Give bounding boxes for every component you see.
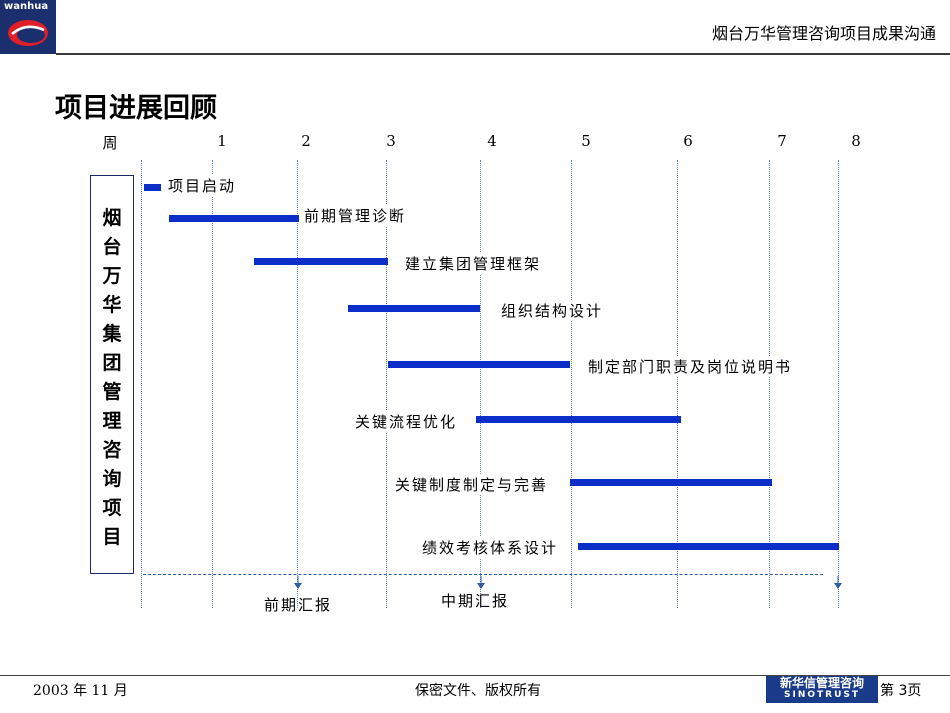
task-label-framework: 建立集团管理框架 xyxy=(403,253,544,274)
milestone-arrow-icon xyxy=(294,576,302,589)
project-name-box: 烟台万华集团管理咨询项目 xyxy=(90,175,134,574)
milestone-arrow-icon xyxy=(834,576,842,589)
gantt-bar-performance xyxy=(578,543,839,550)
header-title: 烟台万华管理咨询项目成果沟通 xyxy=(711,24,936,43)
milestone-arrow-icon xyxy=(477,576,485,589)
sinotrust-logo: 新华信管理咨询 SINOTRUST xyxy=(766,676,878,703)
week-label: 7 xyxy=(777,132,787,150)
gantt-bar-kickoff xyxy=(144,184,161,191)
footer-confidential: 保密文件、版权所有 xyxy=(415,683,541,699)
task-label-process: 关键流程优化 xyxy=(353,411,460,432)
week-gridline xyxy=(571,160,572,608)
company-logo: wanhua xyxy=(0,0,56,54)
week-label: 2 xyxy=(301,132,311,150)
brand-name-en: SINOTRUST xyxy=(783,690,860,700)
gantt-bar-responsibilities xyxy=(388,361,570,368)
project-name-vertical: 烟台万华集团管理咨询项目 xyxy=(102,207,122,548)
week-axis-label: 周 xyxy=(102,134,118,152)
week-label: 8 xyxy=(851,132,861,150)
gantt-bar-policy xyxy=(570,479,772,486)
milestone-label-mid-report: 中期汇报 xyxy=(441,592,510,610)
gantt-bar-process xyxy=(476,416,681,423)
milestone-label-early-report: 前期汇报 xyxy=(264,596,333,614)
week-label: 4 xyxy=(487,132,497,150)
milestone-timeline xyxy=(143,574,823,575)
header-divider xyxy=(56,53,950,55)
task-label-policy: 关键制度制定与完善 xyxy=(393,474,551,495)
task-label-performance: 绩效考核体系设计 xyxy=(420,537,561,558)
week-gridline xyxy=(386,160,387,608)
page-title: 项目进展回顾 xyxy=(55,93,217,124)
task-label-diagnosis: 前期管理诊断 xyxy=(302,205,409,226)
footer-date: 2003 年 11 月 xyxy=(33,683,128,699)
week-label: 6 xyxy=(683,132,693,150)
logo-wordmark: wanhua xyxy=(4,1,49,12)
gantt-bar-framework xyxy=(254,258,388,265)
page-number: 第 3页 xyxy=(880,683,922,699)
week-gridline xyxy=(769,160,770,608)
week-gridline xyxy=(838,160,839,608)
footer-divider xyxy=(0,675,950,676)
week-label: 3 xyxy=(386,132,396,150)
brand-name-cn: 新华信管理咨询 xyxy=(779,676,864,690)
gantt-bar-org-design xyxy=(348,305,480,312)
task-label-org-design: 组织结构设计 xyxy=(499,300,606,321)
task-label-kickoff: 项目启动 xyxy=(166,175,239,196)
logo-swirl-icon xyxy=(8,20,48,46)
week-gridline xyxy=(480,160,481,608)
week-gridline xyxy=(297,160,298,608)
week-gridline xyxy=(677,160,678,608)
gantt-bar-diagnosis xyxy=(169,215,299,222)
week-gridline xyxy=(141,160,142,608)
week-label: 1 xyxy=(217,132,227,150)
week-gridline xyxy=(212,160,213,608)
task-label-responsibilities: 制定部门职责及岗位说明书 xyxy=(586,356,795,377)
week-label: 5 xyxy=(581,132,591,150)
